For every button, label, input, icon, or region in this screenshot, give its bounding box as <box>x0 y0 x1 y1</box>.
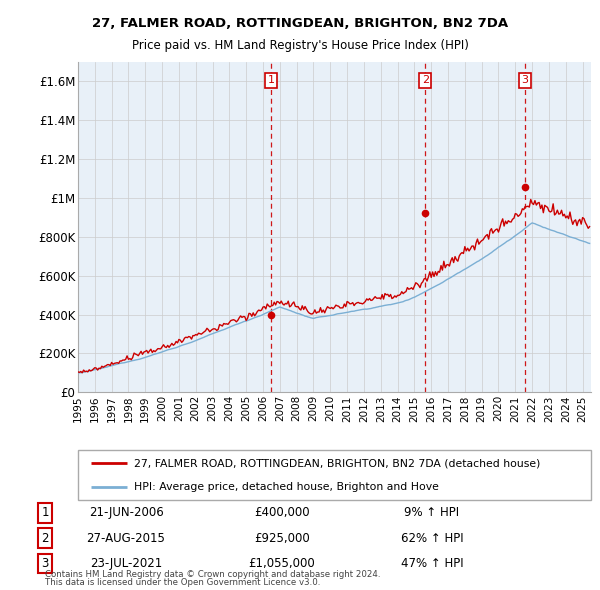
Text: £1,055,000: £1,055,000 <box>248 557 316 570</box>
Text: 47% ↑ HPI: 47% ↑ HPI <box>401 557 463 570</box>
Text: 1: 1 <box>41 506 49 519</box>
Text: 21-JUN-2006: 21-JUN-2006 <box>89 506 163 519</box>
Text: Contains HM Land Registry data © Crown copyright and database right 2024.: Contains HM Land Registry data © Crown c… <box>45 571 380 579</box>
Text: Price paid vs. HM Land Registry's House Price Index (HPI): Price paid vs. HM Land Registry's House … <box>131 39 469 52</box>
Text: 2: 2 <box>422 75 429 85</box>
FancyBboxPatch shape <box>78 450 591 500</box>
Text: 3: 3 <box>521 75 528 85</box>
Text: 27-AUG-2015: 27-AUG-2015 <box>86 532 166 545</box>
Text: £925,000: £925,000 <box>254 532 310 545</box>
Text: 23-JUL-2021: 23-JUL-2021 <box>90 557 162 570</box>
Text: This data is licensed under the Open Government Licence v3.0.: This data is licensed under the Open Gov… <box>45 578 320 587</box>
Text: HPI: Average price, detached house, Brighton and Hove: HPI: Average price, detached house, Brig… <box>134 481 439 491</box>
Text: 3: 3 <box>41 557 49 570</box>
Text: 9% ↑ HPI: 9% ↑ HPI <box>404 506 460 519</box>
Text: 62% ↑ HPI: 62% ↑ HPI <box>401 532 463 545</box>
Text: £400,000: £400,000 <box>254 506 310 519</box>
Text: 1: 1 <box>268 75 274 85</box>
Text: 27, FALMER ROAD, ROTTINGDEAN, BRIGHTON, BN2 7DA: 27, FALMER ROAD, ROTTINGDEAN, BRIGHTON, … <box>92 17 508 30</box>
Text: 27, FALMER ROAD, ROTTINGDEAN, BRIGHTON, BN2 7DA (detached house): 27, FALMER ROAD, ROTTINGDEAN, BRIGHTON, … <box>134 458 541 468</box>
Text: 2: 2 <box>41 532 49 545</box>
